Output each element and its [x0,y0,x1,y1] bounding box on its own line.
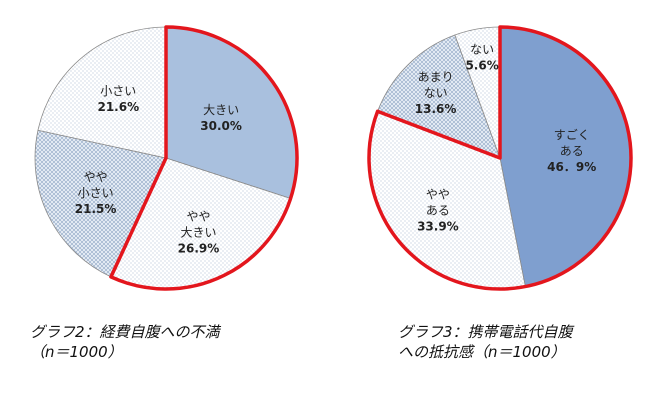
chart-title: グラフ3：携帯電話代自腹 [398,323,573,341]
slice-label: 小さい [78,186,114,200]
slice-label: 大きい [180,225,216,239]
slice-label: あまり [418,70,454,84]
slice-label: やや [426,187,450,201]
pie-slice-2 [34,129,167,278]
pie-slice-3 [37,26,167,159]
chart-subtitle: への抵抗感（n＝1000） [398,343,566,361]
highlight-outline [367,25,633,291]
pie-slice-2 [377,34,501,159]
slice-label: やや [84,170,108,184]
slice-label: 小さい [100,84,136,98]
slice-value-label: 30.0% [200,119,242,133]
chart-title: グラフ2：経費自腹への不満 [30,323,220,341]
slice-value-label: 21.6% [97,100,139,114]
slice-value-label: 33.9% [417,219,459,233]
slice-value-label: 13.6% [415,102,457,116]
slice-label: 大きい [203,103,239,117]
highlight-outline [109,25,299,291]
chart-subtitle: （n＝1000） [30,343,123,361]
slice-label: ない [470,42,494,56]
slice-label: ない [424,86,448,100]
slice-value-label: 26.9% [178,241,220,255]
slice-label: ある [426,203,450,217]
chart-caption-phone: グラフ3：携帯電話代自腹 への抵抗感（n＝1000） [398,322,573,362]
slice-value-label: 5.6% [465,58,498,72]
slice-label: やや [186,209,210,223]
slice-label: ある [560,144,584,158]
slice-label: すごく [554,127,590,142]
slice-value-label: 21.5% [75,202,117,216]
slice-value-label: 46．9% [547,160,596,174]
chart-caption-expense: グラフ2：経費自腹への不満 （n＝1000） [30,322,220,362]
